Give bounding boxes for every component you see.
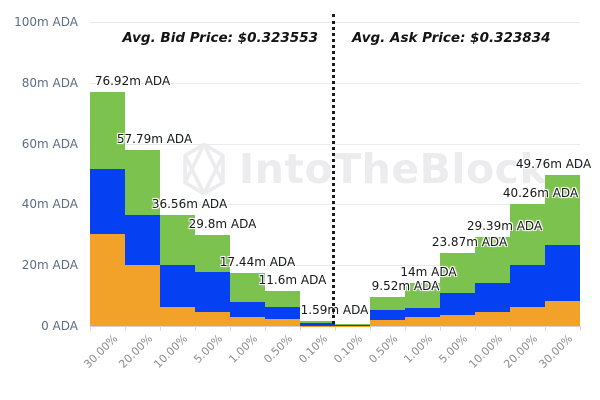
bar-total-label-bid-30.00%: 76.92m ADA [94,74,171,89]
bar-ask-20.00%-blue-segment[interactable] [510,264,545,307]
y-tick-label: 60m ADA [21,136,78,151]
y-tick-label: 0 ADA [41,319,78,333]
bar-total-label-ask-5.00%: 23.87m ADA [431,235,508,250]
bar-ask-30.00%-green-segment[interactable] [545,174,580,246]
avg-bid-price-annotation: Avg. Bid Price: $0.323553 [122,30,318,46]
bar-ask-0.50%-green-segment[interactable] [370,297,405,310]
gridline-20 [90,265,580,267]
bar-bid-30.00%-green-segment[interactable] [90,92,125,170]
x-axis-tick [125,326,126,331]
bar-total-label-bid-0.50%: 11.6m ADA [258,272,327,287]
x-axis-tick [475,326,476,331]
y-tick-label: 20m ADA [21,258,78,273]
bar-bid-0.50%-orange-segment[interactable] [265,319,300,326]
bar-ask-20.00%-green-segment[interactable] [510,203,545,265]
x-axis-tick [90,326,91,331]
bar-ask-10.00%-orange-segment[interactable] [475,312,510,326]
gridline-60 [90,143,580,145]
bar-ask-1.00%-orange-segment[interactable] [405,316,440,326]
bar-bid-5.00%-orange-segment[interactable] [195,312,230,326]
y-tick-label: 80m ADA [21,75,78,90]
bar-total-label-bid-20.00%: 57.79m ADA [116,132,193,147]
bar-bid-20.00%-orange-segment[interactable] [125,264,160,326]
gridline-80 [90,82,580,84]
x-axis-tick [265,326,266,331]
bar-bid-0.10%-green-segment[interactable] [300,321,335,323]
bar-bid-20.00%-green-segment[interactable] [125,150,160,216]
bar-ask-0.10%-green-segment[interactable] [335,324,370,325]
bar-bid-5.00%-blue-segment[interactable] [195,271,230,312]
x-axis-tick [370,326,371,331]
x-axis-tick [545,326,546,331]
gridline-40 [90,204,580,206]
bar-ask-5.00%-green-segment[interactable] [440,253,475,293]
x-axis-tick [300,326,301,331]
bar-ask-0.10%-blue-segment[interactable] [335,324,370,326]
bar-ask-20.00%-orange-segment[interactable] [510,306,545,326]
x-axis-tick [405,326,406,331]
bar-ask-10.00%-blue-segment[interactable] [475,283,510,312]
bar-ask-0.50%-blue-segment[interactable] [370,309,405,320]
bar-bid-0.50%-green-segment[interactable] [265,290,300,307]
bar-total-label-ask-20.00%: 40.26m ADA [502,185,579,200]
y-tick-label: 100m ADA [14,15,78,29]
bar-ask-5.00%-blue-segment[interactable] [440,292,475,316]
bar-ask-0.50%-orange-segment[interactable] [370,319,405,326]
bar-total-label-ask-1.00%: 14m ADA [400,265,457,280]
bar-bid-0.10%-blue-segment[interactable] [300,322,335,326]
bar-bid-1.00%-blue-segment[interactable] [230,301,265,317]
intotheblock-logo-icon [183,142,225,196]
bar-total-label-ask-10.00%: 29.39m ADA [466,218,543,233]
intotheblock-watermark: IntoTheBlock [181,140,547,198]
bar-bid-1.00%-green-segment[interactable] [230,272,265,302]
bar-total-label-bid-10.00%: 36.56m ADA [151,196,228,211]
bid-ask-divider-line [332,14,335,324]
bar-ask-1.00%-blue-segment[interactable] [405,308,440,317]
x-axis-tick [160,326,161,331]
bar-ask-0.10%-orange-segment[interactable] [335,325,370,327]
bar-ask-1.00%-green-segment[interactable] [405,283,440,309]
bar-bid-1.00%-orange-segment[interactable] [230,316,265,326]
bar-total-label-ask-30.00%: 49.76m ADA [515,156,592,171]
bar-bid-10.00%-blue-segment[interactable] [160,264,195,307]
bar-bid-0.10%-orange-segment[interactable] [300,325,335,327]
bar-bid-5.00%-green-segment[interactable] [195,235,230,272]
avg-ask-price-annotation: Avg. Ask Price: $0.323834 [352,30,551,46]
bar-bid-30.00%-orange-segment[interactable] [90,233,125,326]
bar-total-label-bid-5.00%: 29.8m ADA [188,217,257,232]
bar-ask-5.00%-orange-segment[interactable] [440,315,475,326]
x-axis-tick [510,326,511,331]
bar-bid-10.00%-green-segment[interactable] [160,214,195,265]
bar-total-label-bid-1.00%: 17.44m ADA [219,254,296,269]
bar-ask-10.00%-green-segment[interactable] [475,236,510,284]
x-axis-tick [195,326,196,331]
bar-total-label-ask-0.50%: 9.52m ADA [371,279,440,294]
bar-bid-0.50%-blue-segment[interactable] [265,306,300,319]
bar-bid-10.00%-orange-segment[interactable] [160,306,195,326]
bar-bid-20.00%-blue-segment[interactable] [125,215,160,265]
x-axis-tick [230,326,231,331]
x-axis-tick [440,326,441,331]
x-axis-tick [580,326,581,331]
bar-ask-30.00%-orange-segment[interactable] [545,301,580,326]
gridline-100 [90,22,580,23]
y-tick-label: 40m ADA [21,197,78,212]
watermark-text: IntoTheBlock [239,145,548,193]
bar-ask-30.00%-blue-segment[interactable] [545,245,580,302]
x-axis-tick [335,326,336,331]
bar-bid-30.00%-blue-segment[interactable] [90,169,125,234]
